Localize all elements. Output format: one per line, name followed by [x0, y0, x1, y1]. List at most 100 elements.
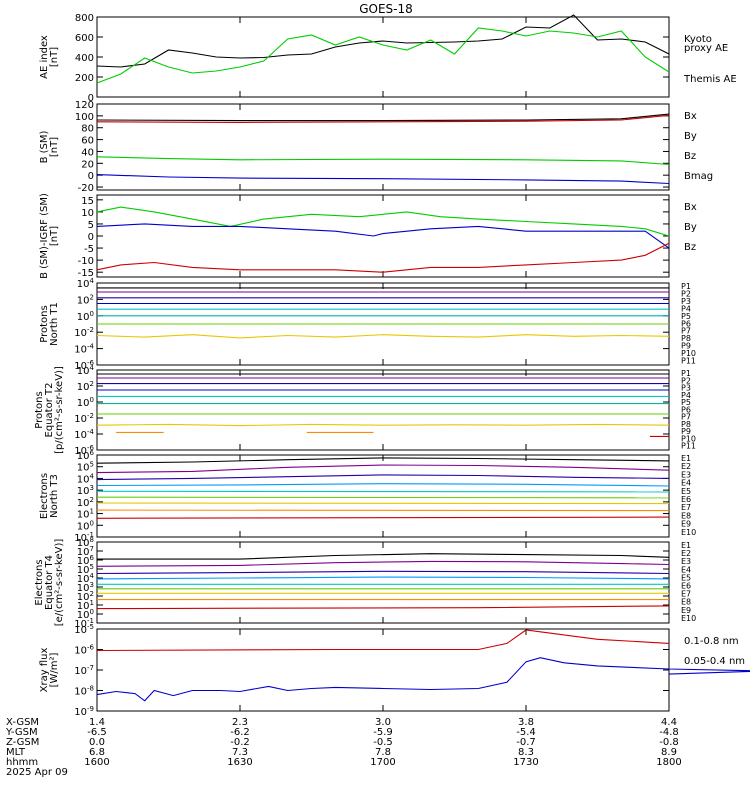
y-axis-label: [W/m²]	[49, 652, 60, 687]
legend-item: E1	[681, 454, 691, 463]
legend-item: Bx	[684, 111, 697, 122]
legend-item: Bx	[684, 202, 697, 213]
legend-item: Bmag	[684, 171, 713, 182]
y-tick-label: 400	[75, 53, 94, 64]
axis-row-value: 7.8	[375, 747, 391, 758]
y-tick-label: 104	[77, 277, 95, 290]
legend-item: P7	[681, 413, 691, 422]
axis-row-value: 3.0	[375, 717, 391, 728]
axis-row-value: -5.9	[373, 727, 393, 738]
y-axis-label: [nT]	[49, 137, 60, 157]
axis-row-value: 1700	[370, 757, 395, 768]
legend-item: 0.1-0.8 nm	[684, 636, 739, 647]
series-kyoto-proxy-ae	[96, 27, 670, 84]
y-tick-label: 800	[75, 13, 94, 24]
series-e6	[96, 496, 670, 499]
legend-item: Bz	[684, 242, 696, 253]
series-by	[96, 156, 670, 166]
legend-item: P1	[681, 369, 691, 378]
y-axis-label: Electrons	[39, 473, 50, 519]
axis-row-label: Y-GSM	[5, 727, 38, 738]
panel-7: 10-1100101102103104105106107108Electrons…	[34, 536, 696, 630]
axis-row-value: 1800	[656, 757, 681, 768]
legend-item: E10	[681, 528, 696, 537]
legend-item: E1	[681, 541, 691, 550]
y-axis-label: [nT]	[49, 47, 60, 67]
legend-item: P1	[681, 282, 691, 291]
axis-row-label: MLT	[6, 747, 26, 758]
legend-item: 0.05-0.4 nm	[684, 656, 745, 667]
legend-item: P4	[681, 304, 691, 313]
axis-row-value: -0.2	[230, 737, 250, 748]
y-axis-label: B (SM)	[39, 130, 50, 163]
axis-row-label: hhmm	[6, 757, 38, 768]
y-tick-label: 100	[77, 310, 94, 323]
y-tick-label: 15	[81, 196, 94, 207]
y-tick-label: 200	[75, 73, 94, 84]
y-tick-label: 104	[77, 364, 95, 377]
axis-row-value: 1.4	[89, 717, 105, 728]
legend-item: P8	[681, 420, 691, 429]
axis-row-value: -4.8	[659, 727, 679, 738]
y-axis-label: Equator T2	[44, 383, 55, 438]
legend-item: P10	[681, 349, 696, 358]
series-themis-ae	[96, 14, 670, 68]
series-e2	[96, 560, 670, 567]
axis-row-value: 1630	[227, 757, 252, 768]
y-tick-label: 0	[88, 232, 94, 243]
legend-item: P11	[681, 357, 696, 366]
legend-item: E8	[681, 598, 691, 607]
series-bz	[96, 114, 670, 123]
y-axis-label: AE index	[39, 35, 50, 79]
legend-item: By	[684, 222, 697, 233]
y-axis-label: [nT]	[49, 226, 60, 246]
legend-item: P3	[681, 384, 691, 393]
y-tick-label: 5	[88, 220, 94, 231]
series-bz	[96, 242, 670, 273]
legend-item: P9	[681, 427, 691, 436]
series-e9	[96, 516, 670, 519]
series-p8	[96, 423, 670, 427]
legend-item: E9	[681, 606, 691, 615]
y-tick-label: 60	[81, 136, 94, 147]
legend-item: P5	[681, 312, 691, 321]
series-by	[96, 206, 670, 237]
legend-item: P9	[681, 342, 691, 351]
axis-row-label: Z-GSM	[6, 737, 39, 748]
legend-item: proxy AE	[684, 43, 728, 54]
legend-item: E5	[681, 487, 691, 496]
y-axis-label: North T3	[49, 474, 60, 518]
y-tick-label: 600	[75, 33, 94, 44]
series-bx	[96, 174, 670, 185]
legend-item: Kyoto	[684, 34, 712, 45]
y-axis-label: North T1	[49, 302, 60, 346]
axis-row-value: 8.9	[661, 747, 677, 758]
legend-item: E9	[681, 520, 691, 529]
axis-row-value: 3.8	[518, 717, 534, 728]
axis-row-value: 6.8	[89, 747, 105, 758]
legend-item: P2	[681, 289, 691, 298]
y-axis-label: Protons	[34, 391, 45, 428]
axis-row-value: -0.8	[659, 737, 679, 748]
y-tick-label: 102	[77, 380, 94, 393]
y-tick-label: 20	[81, 159, 94, 170]
legend-item: E4	[681, 479, 691, 488]
axis-date: 2025 Apr 09	[6, 767, 68, 778]
y-tick-label: 0	[88, 93, 94, 104]
legend-item: E2	[681, 462, 691, 471]
y-tick-label: 10-4	[74, 343, 94, 356]
axis-row-value: -0.5	[373, 737, 393, 748]
series-0-1-0-8-nm	[96, 629, 670, 652]
y-tick-label: -5	[84, 244, 94, 255]
legend-item: E6	[681, 582, 691, 591]
y-axis-label: Xray flux	[39, 648, 50, 693]
y-tick-label: 102	[77, 293, 94, 306]
y-axis-label: Equator T4	[44, 555, 55, 610]
